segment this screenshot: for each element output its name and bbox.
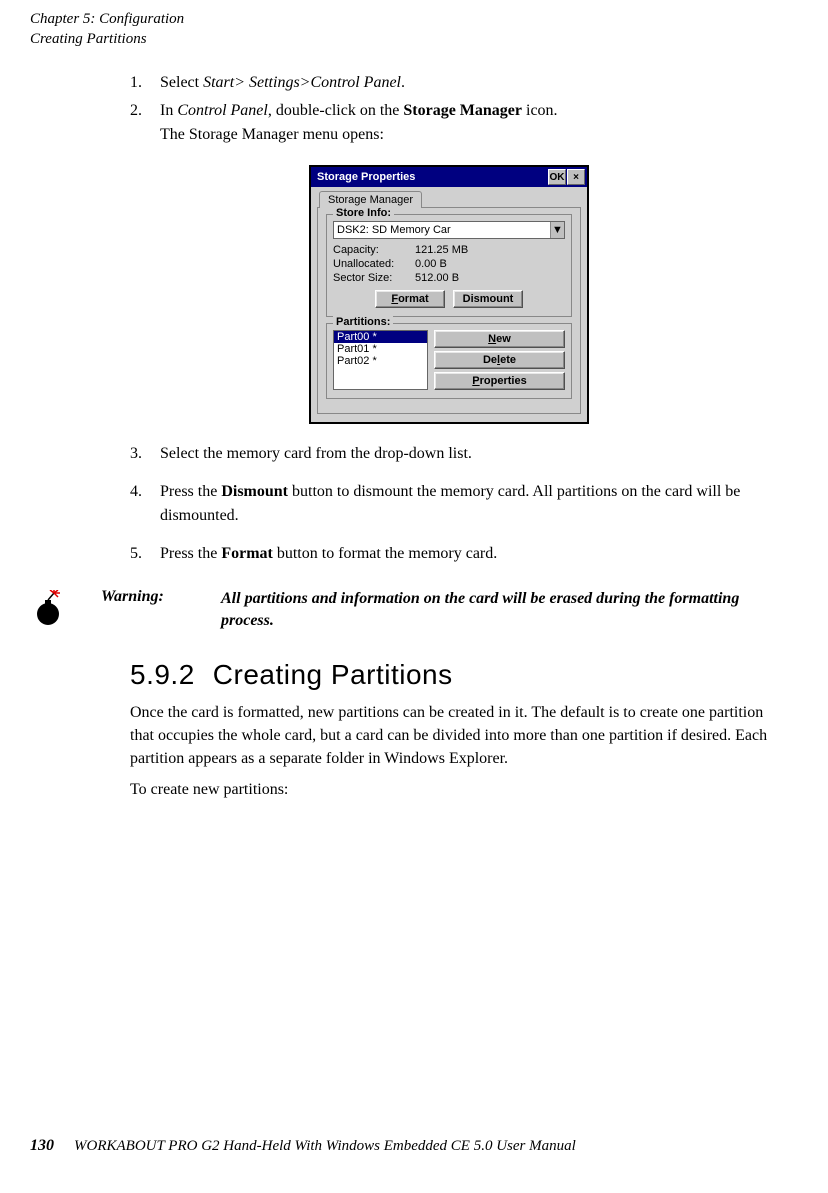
warning-label: Warning: (101, 588, 221, 606)
chapter-line: Chapter 5: Configuration (30, 10, 768, 30)
window-title: Storage Properties (317, 171, 547, 183)
disk-dropdown[interactable]: DSK2: SD Memory Car ▼ (333, 221, 565, 239)
partition-item[interactable]: Part00 * (334, 331, 427, 343)
dismount-button[interactable]: Dismount (453, 290, 523, 308)
chevron-down-icon: ▼ (550, 222, 564, 238)
tab-storage-manager[interactable]: Storage Manager (319, 191, 422, 208)
step-4: 4. Press the Dismount button to dismount… (130, 480, 768, 528)
delete-button[interactable]: Delete (434, 351, 565, 369)
format-button[interactable]: Format (375, 290, 445, 308)
section-line: Creating Partitions (30, 30, 768, 50)
warning-block: Warning: All partitions and information … (30, 588, 768, 633)
step-5: 5. Press the Format button to format the… (130, 542, 768, 566)
page-number: 130 (30, 1137, 54, 1155)
bomb-icon (30, 590, 66, 631)
partitions-fieldset: Partitions: Part00 * Part01 * Part02 * N… (326, 323, 572, 399)
body-paragraph: Once the card is formatted, new partitio… (130, 701, 768, 771)
close-button[interactable]: × (567, 169, 585, 185)
footer-text: WORKABOUT PRO G2 Hand-Held With Windows … (74, 1138, 576, 1155)
body-paragraph: To create new partitions: (130, 778, 768, 801)
new-button[interactable]: New (434, 330, 565, 348)
page-header: Chapter 5: Configuration Creating Partit… (30, 10, 768, 49)
storage-properties-window: Storage Properties OK × Storage Manager … (309, 165, 589, 424)
window-titlebar: Storage Properties OK × (311, 167, 587, 187)
step-3: 3. Select the memory card from the drop-… (130, 442, 768, 466)
store-info-legend: Store Info: (333, 207, 394, 219)
page-footer: 130 WORKABOUT PRO G2 Hand-Held With Wind… (30, 1137, 576, 1155)
main-content: 1. Select Start> Settings>Control Panel.… (130, 71, 768, 566)
step-1: 1. Select Start> Settings>Control Panel. (130, 71, 768, 95)
partition-listbox[interactable]: Part00 * Part01 * Part02 * (333, 330, 428, 390)
store-info-fieldset: Store Info: DSK2: SD Memory Car ▼ Capaci… (326, 214, 572, 317)
partition-item[interactable]: Part02 * (334, 355, 427, 367)
ok-button[interactable]: OK (548, 169, 566, 185)
step-2: 2. In Control Panel, double-click on the… (130, 99, 768, 147)
partitions-legend: Partitions: (333, 316, 393, 328)
section-heading: 5.9.2Creating Partitions (130, 659, 768, 691)
partition-item[interactable]: Part01 * (334, 343, 427, 355)
warning-text: All partitions and information on the ca… (221, 588, 768, 633)
properties-button[interactable]: Properties (434, 372, 565, 390)
